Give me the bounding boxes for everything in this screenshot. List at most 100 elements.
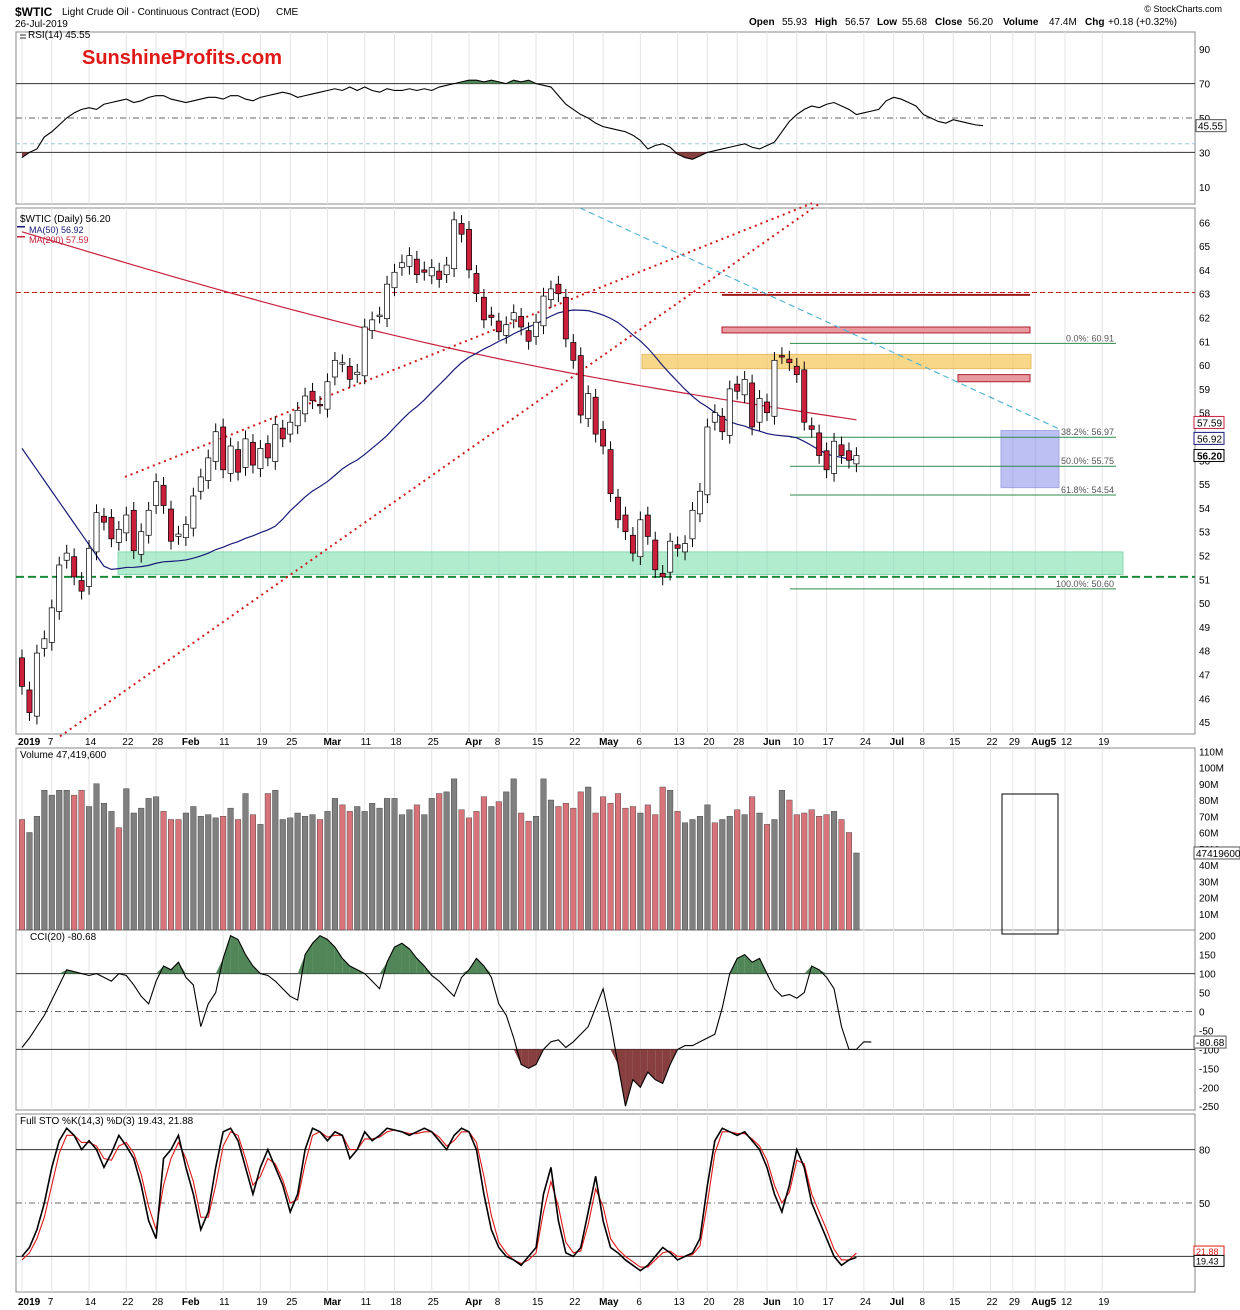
candle-body <box>324 381 331 410</box>
plot-area: 2019 7 14 22 28 Feb 11 19 25 Mar 11 18 25 Apr 8 15 22 May… <box>15 30 1240 1308</box>
volume-bar <box>235 819 242 931</box>
volume-bar <box>488 806 495 931</box>
candle-body <box>547 288 554 300</box>
volume-bar <box>167 819 174 931</box>
volume-bar <box>547 799 554 931</box>
volume-bar <box>220 816 227 931</box>
date-tick-label: 8 <box>919 737 925 748</box>
candle-body <box>451 219 458 270</box>
volume-bar <box>674 811 681 931</box>
candle-body <box>816 432 823 456</box>
candle-body <box>354 371 361 375</box>
date-tick-label: 15 <box>949 737 961 748</box>
date-tick-label: 15 <box>532 737 544 748</box>
volume-bar <box>108 811 115 931</box>
price-legend-title: $WTIC (Daily) 56.20 <box>20 214 111 225</box>
cci-axis-label: 100 <box>1199 970 1216 981</box>
candle-body <box>533 321 540 337</box>
cci-overbought-fill <box>163 966 171 974</box>
price-tag-box-ma200 <box>1193 415 1225 429</box>
date-tick-label: 7 <box>48 1297 54 1308</box>
candle-body <box>562 296 569 340</box>
cci-axis-label: -50 <box>1199 1026 1214 1037</box>
volume-bar <box>845 832 852 931</box>
volume-bar <box>264 793 271 931</box>
volume-bar <box>279 819 286 931</box>
price-axis-label: 62 <box>1199 313 1211 324</box>
candle-body <box>696 490 703 515</box>
date-tick-label: 29 <box>1009 737 1021 748</box>
rsi-oversold-fill <box>692 152 700 160</box>
date-tick-label: 14 <box>85 737 97 748</box>
candle-body <box>235 449 241 473</box>
candle-body <box>518 315 525 328</box>
volume-axis-label: 110M <box>1199 747 1223 758</box>
cci-overbought-fill <box>320 935 328 974</box>
candle-body <box>41 638 48 649</box>
candle-body <box>48 607 55 643</box>
instrument-name: Light Crude Oil - Continuous Contract (E… <box>62 7 260 18</box>
date-tick-label: 20 <box>703 737 715 748</box>
cci-oversold-fill <box>662 1049 671 1084</box>
volume-label: Volume <box>1003 17 1039 28</box>
cci-axis-label: -200 <box>1199 1083 1219 1094</box>
date-gridlines <box>21 32 1103 1292</box>
volume-bar <box>19 819 26 931</box>
volume-bar <box>480 796 487 931</box>
date-tick-label: 14 <box>85 1297 97 1308</box>
candle-body <box>689 509 696 540</box>
candle-body <box>778 355 785 358</box>
candle-body <box>33 652 40 717</box>
volume-bar <box>451 778 458 931</box>
rsi-axis-label: 70 <box>1199 80 1211 91</box>
volume-bar <box>175 819 182 931</box>
high-label: High <box>815 17 837 28</box>
volume-bar <box>555 806 562 931</box>
cci-oversold-fill <box>640 1049 648 1088</box>
candle-body <box>175 533 182 537</box>
volume-bar <box>831 811 838 931</box>
date-tick-label: 12 <box>1061 737 1073 748</box>
candle-body <box>555 283 562 295</box>
date-tick-label: 17 <box>823 737 835 748</box>
candle-body <box>369 319 376 331</box>
volume-bar <box>212 817 219 931</box>
candle-body <box>644 514 651 537</box>
cci-axis-label: 200 <box>1199 932 1216 943</box>
volume-bar <box>615 793 622 931</box>
fib-label: 0.0%: 60.91 <box>1066 333 1114 343</box>
candle-body <box>592 396 599 435</box>
candle-body <box>205 457 212 481</box>
rsi-overbought-fill <box>469 80 477 84</box>
low-label: Low <box>877 17 897 28</box>
cci-panel: -250 -200 -150 -100 -50 0 50 100 150 200 CCI(20) -… <box>16 932 1227 1113</box>
volume-bar <box>629 806 636 931</box>
volume-bar <box>41 790 48 931</box>
cci-line <box>21 934 872 1107</box>
volume-bar <box>324 811 331 931</box>
candle-body <box>272 424 279 462</box>
candle-body <box>190 495 197 529</box>
candle-body <box>734 383 741 392</box>
candle-body <box>577 355 584 416</box>
price-axis-label: 55 <box>1199 480 1211 491</box>
sto-panel: 205080Full STO %K(14,3) %D(3) 19.43, 21.… <box>16 1116 1225 1272</box>
candle-body <box>845 450 852 461</box>
cci-overbought-fill <box>349 966 358 974</box>
volume-bar <box>823 814 830 931</box>
volume-bar <box>138 807 145 931</box>
candles <box>19 211 860 725</box>
close-label: Close <box>935 17 963 28</box>
exchange-label: CME <box>276 7 299 18</box>
volume-bar <box>421 814 428 931</box>
cci-overbought-fill <box>476 958 484 974</box>
volume-title: Volume 47,419,600 <box>20 750 107 761</box>
volume-bar <box>734 809 741 931</box>
chg-label: Chg <box>1085 17 1104 28</box>
chart-date: 26-Jul-2019 <box>15 19 68 30</box>
volume-bar <box>361 811 368 931</box>
candle-body <box>764 401 770 414</box>
sto-title: Full STO %K(14,3) %D(3) 19.43, 21.88 <box>20 1116 194 1127</box>
volume-bar <box>853 852 860 931</box>
candle-body <box>71 556 78 578</box>
